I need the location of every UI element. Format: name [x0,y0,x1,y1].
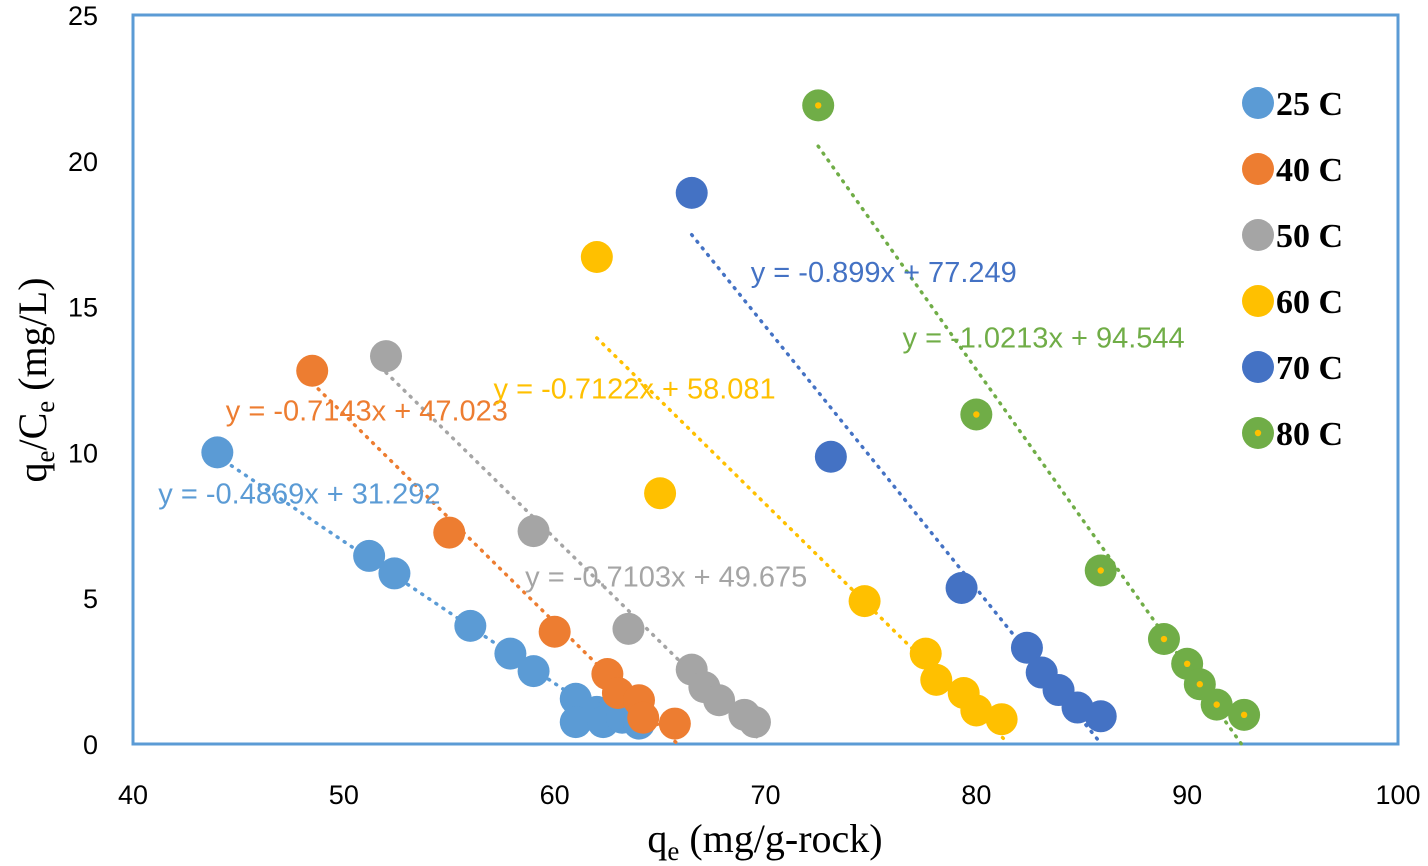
data-point-70-c [814,440,847,473]
data-point-60-c [960,694,993,727]
x-tick-label: 60 [540,780,570,810]
legend-label-80-c: 80 C [1276,416,1343,453]
y-tick-label: 10 [68,438,98,468]
legend-marker-60-c [1242,285,1274,317]
data-point-70-c [1010,631,1043,664]
data-point-70-c [1084,700,1117,733]
data-point-center-80-c [1196,681,1204,688]
legend-label-60-c: 60 C [1276,284,1343,321]
data-point-60-c [580,241,613,274]
x-tick-label: 50 [329,780,359,810]
y-tick-label: 25 [68,1,98,31]
data-point-70-c [945,571,978,604]
data-point-center-80-c [1183,660,1191,668]
trendline-equations: y = -0.4869x + 31.292 y = -0.7143x + 47.0… [158,257,1184,594]
data-point-center-80-c [973,411,980,418]
y-tick-label: 15 [68,293,98,323]
equation-label-25-c: y = -0.4869x + 31.292 [158,478,440,510]
data-point-50-c [738,706,771,739]
legend-marker-center-80-c [1254,429,1262,437]
x-tick-label: 100 [1375,780,1420,810]
x-tick-label: 40 [118,780,148,810]
equation-label-80-c: y = -1.0213x + 94.544 [903,322,1185,354]
y-tick-label: 0 [83,730,98,760]
data-point-60-c [985,703,1018,736]
x-tick-label: 70 [750,780,780,810]
data-point-40-c [658,707,691,740]
data-point-50-c [370,340,402,373]
equation-label-40-c: y = -0.7143x + 47.023 [226,395,508,427]
y-axis-ticks: 0 5 10 15 20 25 [68,1,98,760]
data-point-25-c [378,557,411,590]
legend-label-40-c: 40 C [1276,152,1343,189]
data-point-50-c [703,684,736,717]
y-tick-label: 20 [68,147,98,177]
data-point-50-c [612,612,645,645]
data-point-center-80-c [1213,701,1220,708]
data-point-60-c [909,637,942,670]
x-axis-title: qe (mg/g-rock) [647,816,882,866]
data-point-25-c [494,637,527,670]
legend-label-50-c: 50 C [1276,218,1343,255]
equation-label-60-c: y = -0.7122x + 58.081 [494,373,776,405]
y-tick-label: 5 [83,584,98,614]
data-point-center-80-c [1240,711,1248,719]
data-point-40-c [296,354,329,387]
equation-label-50-c: y = -0.7103x + 49.675 [525,562,807,594]
x-axis-ticks: 40 50 60 70 80 90 100 [118,780,1421,810]
data-point-25-c [353,539,386,572]
data-point-center-80-c [1097,567,1104,574]
data-point-50-c [517,515,550,548]
legend: 25 C 40 C 50 C 60 C 70 C 80 C [1242,86,1343,453]
data-point-60-c [920,663,953,696]
data-point-25-c [559,706,592,739]
legend-marker-40-c [1242,153,1274,185]
data-point-40-c [627,701,660,734]
legend-label-70-c: 70 C [1276,350,1343,387]
data-markers [201,89,1261,740]
data-point-40-c [538,615,571,648]
data-point-60-c [848,585,881,618]
equation-label-70-c: y = -0.899x + 77.249 [751,257,1017,289]
data-point-center-80-c [815,102,822,109]
data-point-60-c [644,477,677,510]
legend-marker-50-c [1242,219,1274,251]
data-point-25-c [454,609,487,642]
x-tick-label: 90 [1172,780,1202,810]
data-point-25-c [201,436,234,469]
plot-area [131,13,1400,746]
legend-label-25-c: 25 C [1276,86,1343,123]
data-point-70-c [675,176,708,209]
y-axis-title: qe/Ce (mg/L) [10,277,60,482]
legend-marker-70-c [1242,351,1274,383]
legend-marker-25-c [1242,87,1274,119]
x-tick-label: 80 [961,780,991,810]
data-point-25-c [517,655,550,688]
data-point-center-80-c [1160,635,1168,643]
data-point-40-c [433,516,466,549]
